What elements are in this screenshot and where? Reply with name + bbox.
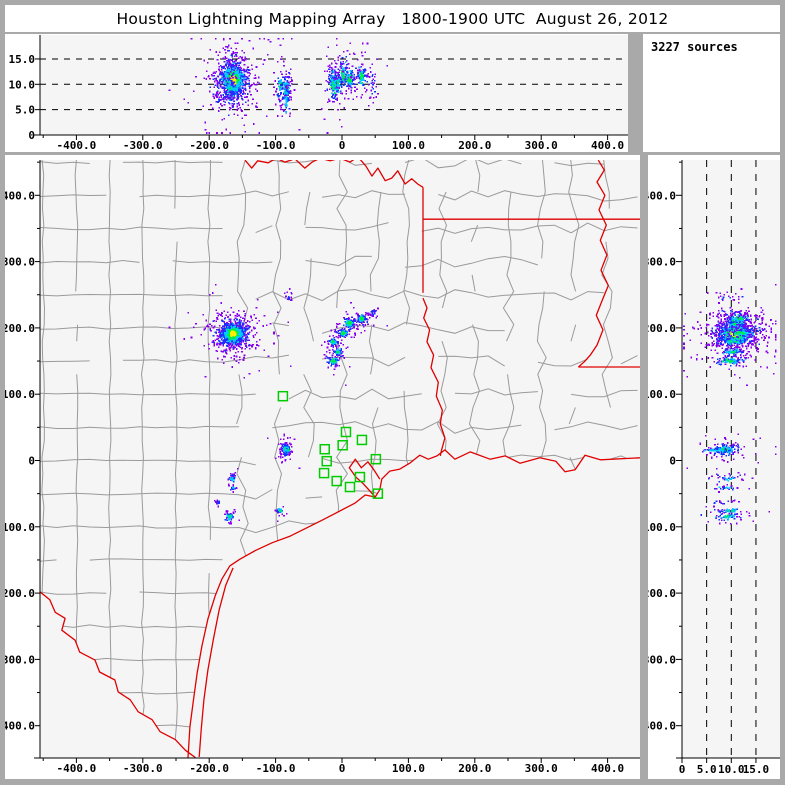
altitude-ew-plot: -400.0 -300.0 -200.0 -100.0 0 100.0 200.0 300.0… bbox=[9, 35, 628, 152]
svg-text:200.0: 200.0 bbox=[458, 139, 491, 152]
sources-count-label: 3227 sources bbox=[651, 40, 738, 54]
lma-station-marker bbox=[321, 455, 332, 467]
svg-text:400.0: 400.0 bbox=[591, 139, 624, 152]
plan-view-map: -400.0-400.0-300.0-300.0-200.0-200.0-100… bbox=[5, 160, 640, 775]
lma-station-marker bbox=[337, 440, 348, 451]
svg-text:-100.0: -100.0 bbox=[256, 139, 296, 152]
lma-station-marker bbox=[354, 471, 366, 483]
svg-text:-200.0: -200.0 bbox=[189, 139, 229, 152]
svg-text:300.0: 300.0 bbox=[525, 139, 558, 152]
lma-station-marker bbox=[344, 481, 356, 493]
lma-station-marker bbox=[318, 467, 330, 479]
svg-text:0: 0 bbox=[339, 139, 346, 152]
svg-text:5.0: 5.0 bbox=[15, 104, 35, 117]
page-title: Houston Lightning Mapping Array 1800-190… bbox=[5, 5, 780, 32]
svg-text:-300.0: -300.0 bbox=[123, 139, 163, 152]
altitude-ns-panel: -400.0-300.0-200.0-100.00100.0200.0300.0… bbox=[648, 155, 780, 779]
svg-text:0: 0 bbox=[28, 129, 35, 142]
lma-station-marker bbox=[370, 453, 382, 465]
plan-view-map-panel: -400.0-400.0-300.0-300.0-200.0-200.0-100… bbox=[5, 155, 640, 779]
svg-text:15.0: 15.0 bbox=[9, 53, 36, 66]
lma-station-marker bbox=[277, 390, 289, 402]
sources-count-box: 3227 sources bbox=[643, 34, 780, 152]
altitude-ns-plot: -400.0-300.0-200.0-100.00100.0200.0300.0… bbox=[648, 160, 780, 776]
lma-station-marker bbox=[319, 443, 330, 455]
altitude-ew-panel: -400.0 -300.0 -200.0 -100.0 0 100.0 200.0 300.0… bbox=[5, 34, 628, 152]
svg-text:-400.0: -400.0 bbox=[57, 139, 97, 152]
lma-station-marker bbox=[331, 475, 342, 487]
lma-station-marker bbox=[372, 488, 384, 499]
svg-text:10.0: 10.0 bbox=[9, 78, 36, 91]
svg-text:100.0: 100.0 bbox=[392, 139, 425, 152]
lma-station-marker bbox=[356, 434, 368, 446]
lma-station-marker bbox=[340, 426, 352, 438]
